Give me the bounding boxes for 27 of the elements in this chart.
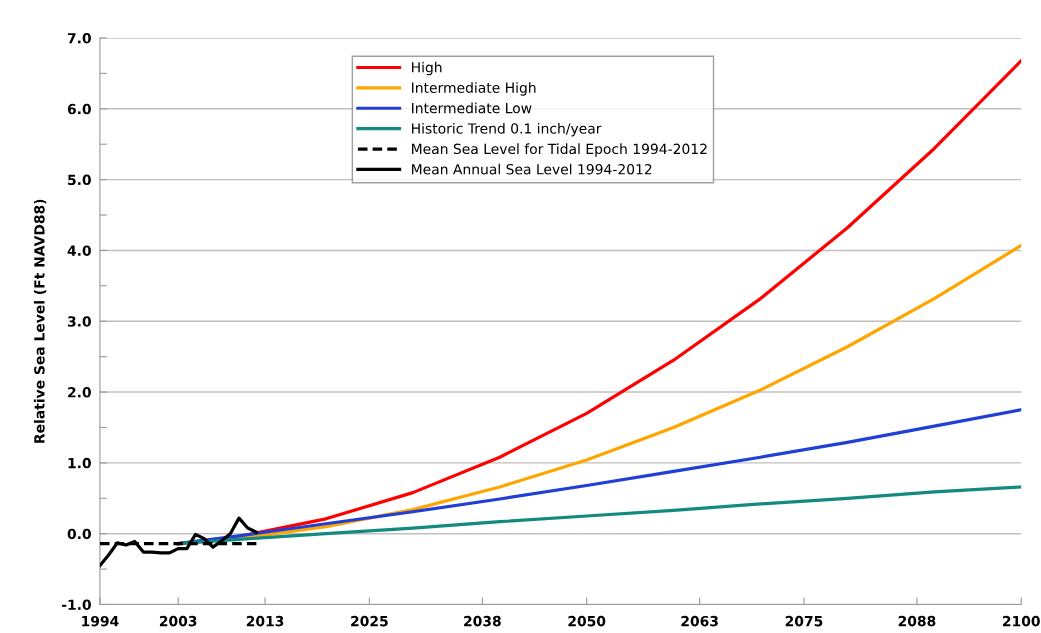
x-tick-label: 2063 — [681, 615, 718, 627]
legend-label: Intermediate Low — [412, 102, 532, 114]
x-tick-label: 2075 — [785, 615, 823, 627]
legend-label: Mean Annual Sea Level 1994-2012 — [412, 163, 652, 175]
x-tick-label: 2025 — [351, 615, 388, 627]
line-series — [99, 516, 258, 568]
x-tick-label: 1994 — [82, 615, 119, 627]
y-tick-label: 1.0 — [68, 457, 91, 469]
y-tick-label: 4.0 — [67, 245, 91, 256]
legend-label: Historic Trend 0.1 inch/year — [412, 122, 602, 137]
y-tick-label: 7.0 — [67, 32, 91, 44]
y-tick-label: 5.0 — [68, 174, 91, 186]
y-tick-label: 3.0 — [67, 316, 91, 327]
legend-label: Mean Sea Level for Tidal Epoch 1994-2012 — [412, 143, 707, 157]
legend-label: High — [412, 61, 442, 76]
y-tick-label: -1.0 — [61, 599, 91, 610]
x-tick-label: 2050 — [568, 615, 606, 627]
y-tick-label: 0.0 — [67, 528, 91, 540]
x-tick-label: 2013 — [246, 615, 284, 627]
x-tick-label: 2088 — [898, 615, 936, 627]
x-tick-label: 2003 — [159, 615, 197, 627]
y-tick-label: 2.0 — [68, 387, 91, 398]
legend-label: Intermediate High — [412, 82, 536, 96]
y-axis-title: Relative Sea Level (Ft NAVD88) — [33, 199, 47, 443]
x-tick-label: 2100 — [1002, 615, 1040, 627]
y-tick-label: 6.0 — [67, 103, 91, 115]
x-tick-label: 2038 — [464, 615, 501, 627]
